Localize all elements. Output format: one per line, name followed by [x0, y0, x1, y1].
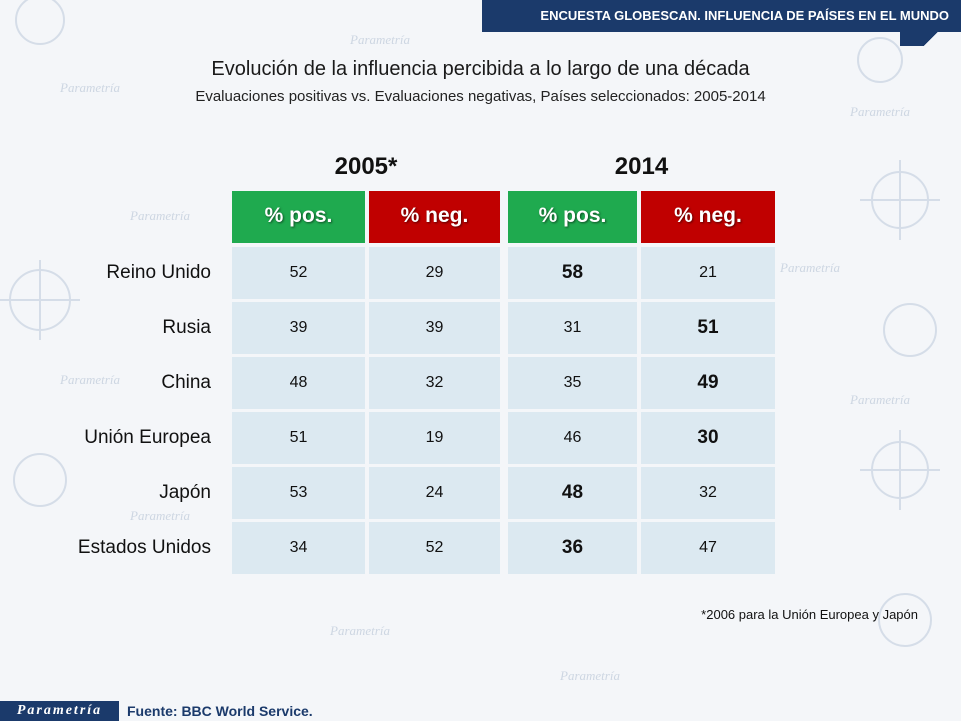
negative-column-header-2014: % neg.: [641, 191, 775, 243]
table-cell: 19: [369, 412, 500, 464]
chart-subtitle: Evaluaciones positivas vs. Evaluaciones …: [195, 88, 766, 105]
survey-header-label: ENCUESTA GLOBESCAN. INFLUENCIA DE PAÍSES…: [540, 8, 949, 23]
source-note: Fuente: BBC World Service.: [127, 703, 313, 719]
table-cell: 51: [232, 412, 365, 464]
row-label: China: [161, 372, 211, 393]
table-cell: 39: [232, 302, 365, 354]
positive-column-header-2014: % pos.: [508, 191, 637, 243]
table-cell: 34: [232, 522, 365, 574]
table-cell: 35: [508, 357, 637, 409]
table-cell: 39: [369, 302, 500, 354]
year-heading-1: 2005*: [334, 153, 398, 180]
chart-title: Evolución de la influencia percibida a l…: [211, 58, 750, 80]
row-label: Estados Unidos: [77, 537, 211, 558]
table-cell: 32: [641, 467, 775, 519]
header-band: [482, 0, 961, 32]
svg-text:Parametría: Parametría: [849, 104, 910, 119]
table-cell: 36: [508, 522, 637, 574]
negative-column-header-2005: % neg.: [369, 191, 500, 243]
svg-text:Parametría: Parametría: [849, 392, 910, 407]
table-cell: 32: [369, 357, 500, 409]
svg-text:Parametría: Parametría: [779, 260, 840, 275]
header-band-tail: [900, 32, 961, 46]
row-label: Japón: [159, 482, 211, 503]
table-cell: 30: [641, 412, 775, 464]
table-cell: 31: [508, 302, 637, 354]
table-cell: 52: [232, 247, 365, 299]
table-cell: 21: [641, 247, 775, 299]
row-label: Unión Europea: [84, 427, 211, 448]
table-cell: 24: [369, 467, 500, 519]
svg-text:Parametría: Parametría: [349, 32, 410, 47]
table-cell: 48: [508, 467, 637, 519]
table-cell: 58: [508, 247, 637, 299]
svg-text:Parametría: Parametría: [329, 623, 390, 638]
table-cell: 53: [232, 467, 365, 519]
table-cell: 52: [369, 522, 500, 574]
row-label: Rusia: [162, 317, 211, 338]
table-cell: 49: [641, 357, 775, 409]
table-cell: 47: [641, 522, 775, 574]
footnote: *2006 para la Unión Europea y Japón: [701, 607, 918, 622]
table-cell: 48: [232, 357, 365, 409]
parametria-logo: Parametría: [0, 701, 119, 721]
row-label: Reino Unido: [106, 262, 211, 283]
positive-column-header-2005: % pos.: [232, 191, 365, 243]
table-cell: 46: [508, 412, 637, 464]
svg-text:Parametría: Parametría: [559, 668, 620, 683]
year-heading-2: 2014: [614, 153, 669, 180]
table-cell: 51: [641, 302, 775, 354]
table-cell: 29: [369, 247, 500, 299]
svg-text:Parametría: Parametría: [129, 208, 190, 223]
